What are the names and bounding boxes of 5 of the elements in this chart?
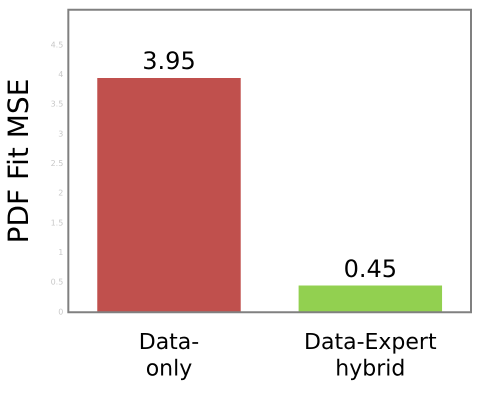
y-axis-title: PDF Fit MSE	[2, 78, 36, 244]
x-tick-label: Data-Expert hybrid	[304, 330, 437, 382]
data-label: 0.45	[344, 254, 398, 283]
x-tick-label: Data-only	[138, 330, 200, 382]
data-label: 3.95	[142, 47, 196, 76]
